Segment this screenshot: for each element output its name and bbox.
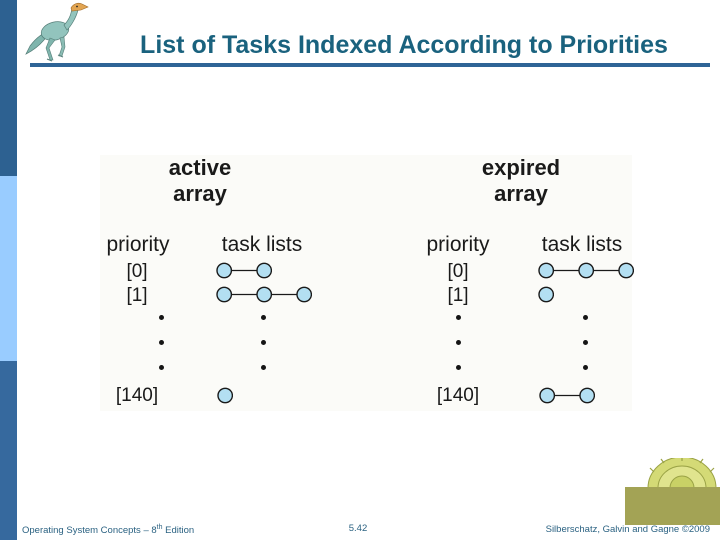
active-priority-ellipsis-dots [158, 314, 164, 370]
sidebar-segment-middle [0, 176, 17, 361]
curled-dinosaur-icon [647, 458, 717, 488]
expired-row-label-0: [0] [447, 261, 469, 282]
expired-priority-ellipsis-dots [455, 314, 461, 370]
active-array-title-line1: active [168, 155, 232, 180]
active-array-title-line2: array [173, 181, 227, 206]
active-row-label-0: [0] [126, 261, 148, 282]
expired-priority-column-label: priority [426, 233, 490, 256]
expired-task-list-140 [539, 387, 596, 404]
active-row-label-140: [140] [115, 385, 159, 406]
expired-tasklists-column-label: task lists [541, 233, 623, 256]
footer-credit: Silberschatz, Galvin and Gagne ©2009 [545, 524, 710, 535]
active-priority-column-label: priority [106, 233, 170, 256]
expired-row-label-1: [1] [447, 285, 469, 306]
active-array-title: active array [140, 155, 260, 207]
active-task-list-140 [217, 387, 234, 404]
active-task-list-1 [216, 286, 313, 303]
expired-task-list-0 [538, 262, 635, 279]
priority-arrays-diagram: active array priority task lists [0] [1]… [100, 155, 635, 411]
expired-task-list-1 [538, 286, 555, 303]
footer-book-prefix: Operating System Concepts – 8 [22, 525, 157, 537]
sidebar-color-bar [0, 0, 17, 540]
footer-book-suffix: Edition [162, 525, 195, 537]
dinosaur-logo-icon [25, 2, 89, 62]
expired-array-title-line2: array [494, 181, 548, 206]
expired-array-title: expired array [461, 155, 581, 207]
active-task-list-0 [216, 262, 273, 279]
sidebar-segment-bottom [0, 361, 17, 540]
slide-page-number: 5.42 [348, 523, 368, 534]
expired-row-label-140: [140] [436, 385, 480, 406]
active-tasklists-ellipsis-dots [260, 314, 266, 370]
olive-corner-block [625, 487, 720, 525]
expired-tasklists-ellipsis-dots [582, 314, 588, 370]
expired-array-title-line1: expired [481, 155, 561, 180]
sidebar-segment-top [0, 0, 17, 176]
active-tasklists-column-label: task lists [221, 233, 303, 256]
slide-title: List of Tasks Indexed According to Prior… [140, 31, 668, 59]
footer-book-title: Operating System Concepts – 8th Edition [22, 524, 194, 536]
footer-book-superscript: th [156, 524, 163, 531]
active-row-label-1: [1] [126, 285, 148, 306]
title-underline [30, 63, 710, 67]
